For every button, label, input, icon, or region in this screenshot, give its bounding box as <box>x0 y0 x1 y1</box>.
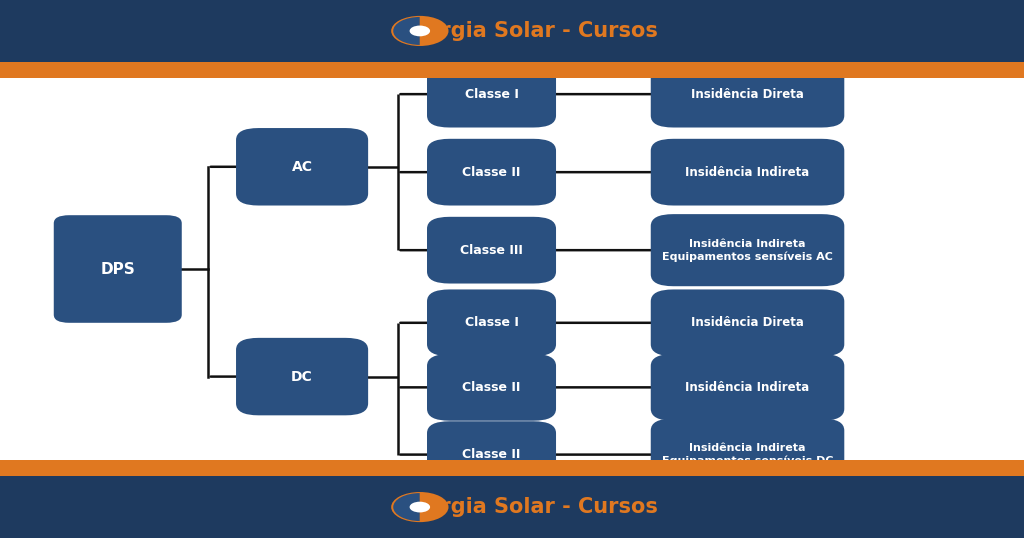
FancyBboxPatch shape <box>651 214 844 286</box>
Bar <box>0 476 1024 538</box>
Bar <box>0 460 1024 476</box>
Wedge shape <box>420 493 446 521</box>
FancyBboxPatch shape <box>651 139 844 206</box>
Text: Insidência Direta: Insidência Direta <box>691 88 804 101</box>
FancyBboxPatch shape <box>54 215 182 323</box>
Text: Insidência Indireta
Equipamentos sensíveis AC: Insidência Indireta Equipamentos sensíve… <box>663 239 833 261</box>
Text: Classe II: Classe II <box>462 381 521 394</box>
Text: Insidência Indireta: Insidência Indireta <box>685 381 810 394</box>
FancyBboxPatch shape <box>427 354 556 421</box>
Circle shape <box>391 16 449 46</box>
Wedge shape <box>393 17 420 45</box>
FancyBboxPatch shape <box>651 289 844 356</box>
Text: Insidência Direta: Insidência Direta <box>691 316 804 329</box>
Text: AC: AC <box>292 160 312 174</box>
Text: Insidência Indireta: Insidência Indireta <box>685 166 810 179</box>
FancyBboxPatch shape <box>427 217 556 284</box>
FancyBboxPatch shape <box>651 61 844 128</box>
Wedge shape <box>393 493 420 521</box>
Text: Energia Solar - Cursos: Energia Solar - Cursos <box>397 497 657 517</box>
Text: Classe I: Classe I <box>465 316 518 329</box>
FancyBboxPatch shape <box>236 338 369 415</box>
Text: Classe III: Classe III <box>460 244 523 257</box>
Text: Energia Solar - Cursos: Energia Solar - Cursos <box>397 21 657 41</box>
FancyBboxPatch shape <box>427 421 556 488</box>
FancyBboxPatch shape <box>427 289 556 356</box>
Text: DPS: DPS <box>100 261 135 277</box>
Text: Classe II: Classe II <box>462 448 521 461</box>
Bar <box>0 0 1024 62</box>
Text: Classe II: Classe II <box>462 166 521 179</box>
FancyBboxPatch shape <box>651 354 844 421</box>
FancyBboxPatch shape <box>427 61 556 128</box>
FancyBboxPatch shape <box>427 139 556 206</box>
Circle shape <box>410 25 430 37</box>
FancyBboxPatch shape <box>236 128 369 206</box>
Circle shape <box>391 492 449 522</box>
Text: Classe I: Classe I <box>465 88 518 101</box>
Bar <box>0 62 1024 78</box>
Text: Insidência Indireta
Equipamentos sensíveis DC: Insidência Indireta Equipamentos sensíve… <box>662 443 834 466</box>
Text: DC: DC <box>291 370 313 384</box>
FancyBboxPatch shape <box>651 419 844 491</box>
Circle shape <box>410 501 430 512</box>
Wedge shape <box>420 17 446 45</box>
